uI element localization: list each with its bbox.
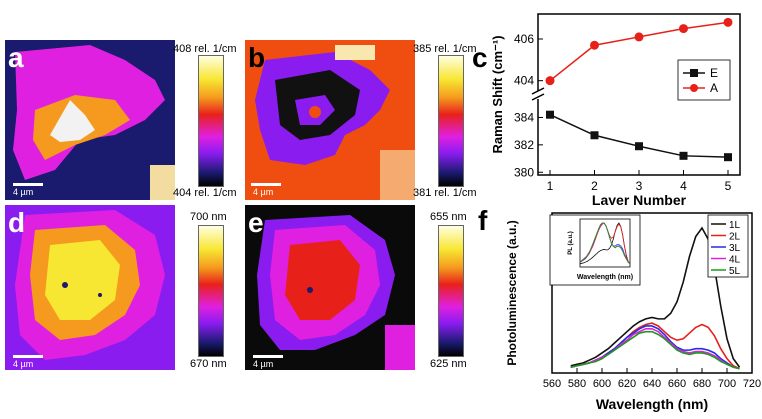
y-tick-label-c: 404 [514,74,534,88]
inset-x-label-f: Wavelength (nm) [577,274,633,281]
panel-e: e 4 µm 655 nm 625 nm [245,205,480,375]
inset-y-label-f: PL (a.u.) [568,231,574,255]
axis-break-mark-c [531,87,545,95]
x-tick-label-f: 720 [743,378,761,390]
pl-map-e-image [245,205,415,370]
scale-text-e: 4 µm [253,359,274,369]
colorbar-b-min: 381 rel. 1/cm [413,187,477,199]
x-tick-label-f: 700 [718,378,736,390]
x-tick-label-c: 5 [725,179,732,193]
panel-b: b 4 µm 385 rel. 1/cm 381 rel. 1/cm [245,40,480,205]
inset-series-5L [579,222,631,264]
data-point-A [723,17,733,27]
panel-letter-f: f [478,205,488,236]
scale-bar-e [253,355,283,358]
x-tick-label-f: 680 [693,378,711,390]
x-tick-label-c: 1 [547,179,554,193]
legend-label-3L: 3L [729,243,741,254]
data-point-E [635,142,643,151]
legend-label-5L: 5L [729,266,741,277]
panel-c: c 404 406 380 382 384 1 2 3 4 5 Layer Number Raman … [470,0,762,208]
colorbar-e-min: 625 nm [430,358,467,370]
x-tick-label-f: 600 [593,378,611,390]
photoluminescence-chart: 560 580 600 620 640 660 680 700 720 Wavelength (n… [505,212,761,412]
panel-letter-d: d [8,207,26,238]
data-point-A [545,76,555,86]
panel-f: f 560 580 600 620 640 660 680 700 720 Wavelength … [478,205,762,414]
data-point-A [679,24,688,34]
scale-bar-b [251,183,281,186]
raman-map-a [5,40,175,200]
scale-text-a: 4 µm [13,187,34,197]
raman-map-b-image [245,40,415,200]
panel-letter-c: c [472,42,488,73]
axis-break-mark-c [531,93,545,101]
y-axis-label-f: Photoluminescence (a.u.) [505,220,519,365]
x-tick-label-f: 640 [643,378,661,390]
raman-map-a-image [5,40,175,200]
raman-shift-chart: 404 406 380 382 384 1 2 3 4 5 Layer Number Raman Sh… [490,13,741,208]
legend-box-f [707,214,749,278]
colorbar-a [198,55,224,187]
data-point-E [679,151,688,160]
y-tick-label-c: 382 [514,138,534,152]
data-point-E [590,131,599,140]
panel-letter-b: b [248,42,266,73]
series-line-E [549,114,729,158]
axis-break-gap-c [534,91,542,99]
scale-bar-a [13,183,43,186]
scale-text-d: 4 µm [13,359,34,369]
panel-d: d 4 µm 700 nm 670 nm [5,205,240,375]
x-axis-label-f: Wavelength (nm) [596,396,708,412]
scale-bar-d [13,355,43,358]
raman-map-b [245,40,415,200]
colorbar-a-max: 408 rel. 1/cm [173,43,237,55]
legend-label-E: E [710,66,718,80]
data-point-E [724,153,732,162]
series-line-4L [570,328,740,370]
data-point-E [546,110,554,119]
pl-map-d [5,205,175,370]
y-tick-label-c: 384 [514,110,534,124]
y-axis-label-c: Raman Shift (cm⁻¹) [490,35,505,153]
panel-letter-a: a [8,42,24,73]
legend-label-4L: 4L [729,255,741,266]
data-point-A [634,32,644,42]
y-tick-label-c: 380 [514,165,534,179]
colorbar-d [198,225,224,357]
x-axis-label-c: Layer Number [592,192,687,205]
x-tick-label-c: 4 [680,179,687,193]
colorbar-d-min: 670 nm [190,358,227,370]
series-line-5L [570,330,740,370]
x-tick-label-f: 660 [668,378,686,390]
panel-letter-e: e [248,207,264,238]
legend-marker-E [690,69,698,77]
x-tick-label-f: 560 [543,378,561,390]
colorbar-e [438,225,464,357]
inset-frame-f [579,218,631,268]
colorbar-b-max: 385 rel. 1/cm [413,43,477,55]
colorbar-e-max: 655 nm [430,211,467,223]
colorbar-b [438,55,464,187]
x-tick-label-c: 2 [591,179,598,193]
colorbar-a-min: 404 rel. 1/cm [173,187,237,199]
y-tick-label-c: 406 [514,32,534,46]
pl-map-e [245,205,415,370]
scale-text-b: 4 µm [253,187,274,197]
panel-a: a 4 µm 408 rel. 1/cm 404 rel. 1/cm [5,40,240,205]
colorbar-d-max: 700 nm [190,211,227,223]
x-tick-label-f: 620 [618,378,636,390]
legend-label-2L: 2L [729,232,741,243]
x-tick-label-f: 580 [568,378,586,390]
legend-box-c [677,59,731,101]
data-point-A [590,40,599,50]
pl-map-d-image [5,205,175,370]
legend-label-1L: 1L [729,220,741,231]
legend-marker-A [690,84,698,92]
legend-label-A: A [710,81,718,95]
x-tick-label-c: 3 [636,179,643,193]
